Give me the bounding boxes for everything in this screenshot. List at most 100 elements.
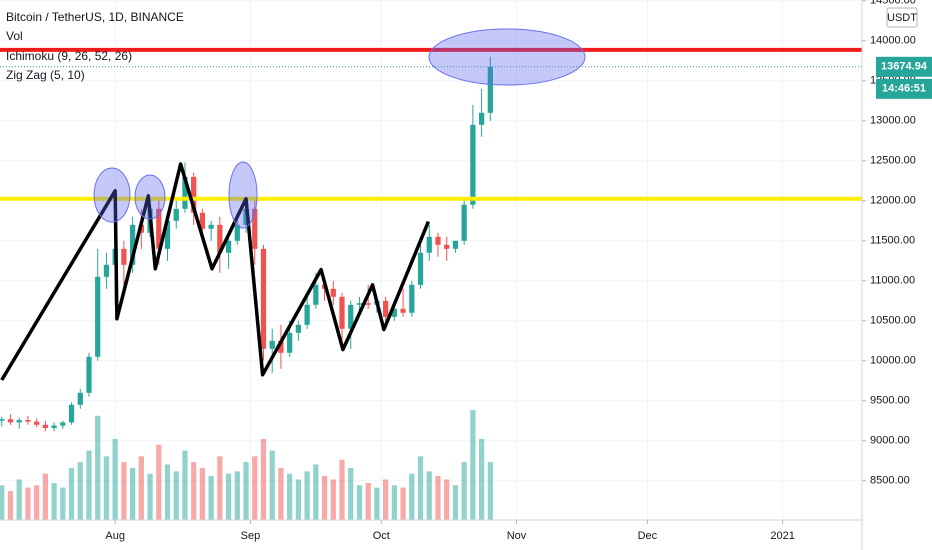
candle-body (348, 304, 354, 329)
candle-body (452, 240, 459, 249)
volume-bar (243, 462, 249, 520)
countdown-label: 14:46:51 (882, 83, 926, 95)
candle-body (182, 176, 188, 209)
volume-bar (173, 471, 179, 520)
axis-layer: 8500.00 9000.00 9500.00 10000.00 10500.00 110… (105, 0, 932, 542)
volume-bar (461, 462, 467, 520)
volume-bar (86, 450, 92, 520)
currency-label: USDT (887, 12, 917, 24)
candle-body (199, 212, 206, 229)
candle-body (435, 236, 441, 245)
x-tick-label: Sep (241, 530, 261, 542)
x-tick-label: Dec (638, 530, 658, 542)
chart-title: Bitcoin / TetherUS, 1D, BINANCE (6, 10, 184, 24)
highlight-ellipse (93, 167, 131, 223)
volume-bar (252, 456, 258, 520)
candle-body (383, 300, 389, 317)
y-tick-label: 9000.00 (870, 435, 910, 447)
volume-bar (77, 462, 83, 520)
candle-body (444, 244, 450, 249)
volume-bar (191, 462, 197, 520)
countdown-badge (876, 78, 932, 99)
candle-body (313, 284, 319, 305)
volume-bar (164, 464, 171, 520)
y-tick-label: 8500.00 (870, 475, 910, 487)
volume-bar (339, 459, 345, 520)
candle-body (470, 124, 476, 205)
volume-bar (7, 491, 14, 520)
candle-body (400, 308, 406, 313)
candle-body (269, 340, 275, 349)
volume-bar (426, 471, 432, 520)
candle-body (478, 112, 485, 125)
candle-body (225, 240, 232, 253)
volume-bar (400, 487, 406, 520)
volume-bar (278, 467, 284, 520)
volume-bar (25, 487, 31, 520)
volume-bar (260, 438, 267, 520)
volume-bar (287, 473, 293, 520)
candle-body (51, 425, 57, 428)
volume-bar (129, 467, 136, 520)
candle-body (295, 324, 302, 333)
candle-body (60, 422, 66, 426)
volume-bar (112, 438, 118, 520)
y-tick-label: 12000.00 (870, 195, 916, 207)
volume-bar (356, 485, 363, 520)
volume-bar (409, 473, 415, 520)
volume-bar (478, 438, 485, 520)
volume-bar (330, 479, 336, 520)
candle-body (164, 220, 171, 249)
candle-body (208, 224, 214, 229)
candle-body (409, 284, 415, 313)
volume-bar (487, 462, 493, 520)
highlight-ellipse (134, 174, 166, 220)
candle-body (7, 419, 14, 423)
volume-bar (16, 479, 22, 520)
candle-body (356, 303, 363, 305)
candle-body (426, 236, 432, 253)
candle-body (156, 208, 162, 249)
volume-bar (365, 482, 371, 520)
volume-bar (103, 456, 110, 520)
candle-body (339, 296, 345, 329)
y-tick-label: 10500.00 (870, 315, 916, 327)
candle-body (68, 404, 75, 423)
volume-bar (147, 473, 153, 520)
currency-badge[interactable] (886, 7, 918, 28)
volume-bar (470, 410, 476, 520)
indicator-label: Ichimoku (9, 26, 52, 26) (6, 49, 132, 63)
volume-bar (60, 487, 66, 520)
y-tick-label: 14000.00 (870, 35, 916, 47)
candle-body (121, 248, 127, 265)
y-tick-label: 11000.00 (870, 275, 915, 287)
x-tick-label: Aug (105, 530, 125, 542)
volume-bar (295, 479, 302, 520)
volume-layer (0, 410, 493, 520)
y-tick-label: 9500.00 (870, 395, 910, 407)
candle-body (34, 421, 40, 425)
candle-body (16, 420, 22, 423)
last-price-badge (876, 56, 932, 77)
candle-body (191, 176, 197, 213)
volume-bar (234, 471, 240, 520)
volume-bar (417, 456, 424, 520)
last-price-label: 13674.94 (881, 61, 928, 73)
indicator-label: Zig Zag (5, 10) (6, 68, 85, 82)
volume-bar (42, 473, 48, 520)
indicator-label: Vol (6, 29, 23, 43)
candle-body (25, 420, 31, 422)
volume-bar (383, 479, 389, 520)
candle-body (42, 424, 48, 428)
volume-bar (95, 415, 101, 520)
candle-body (173, 208, 179, 221)
candle-body (287, 332, 293, 353)
candle-body (487, 66, 493, 113)
volume-bar (225, 473, 232, 520)
candle-body (391, 308, 397, 317)
x-tick-label: Oct (373, 530, 390, 542)
volume-bar (348, 467, 354, 520)
volume-bar (34, 485, 40, 520)
